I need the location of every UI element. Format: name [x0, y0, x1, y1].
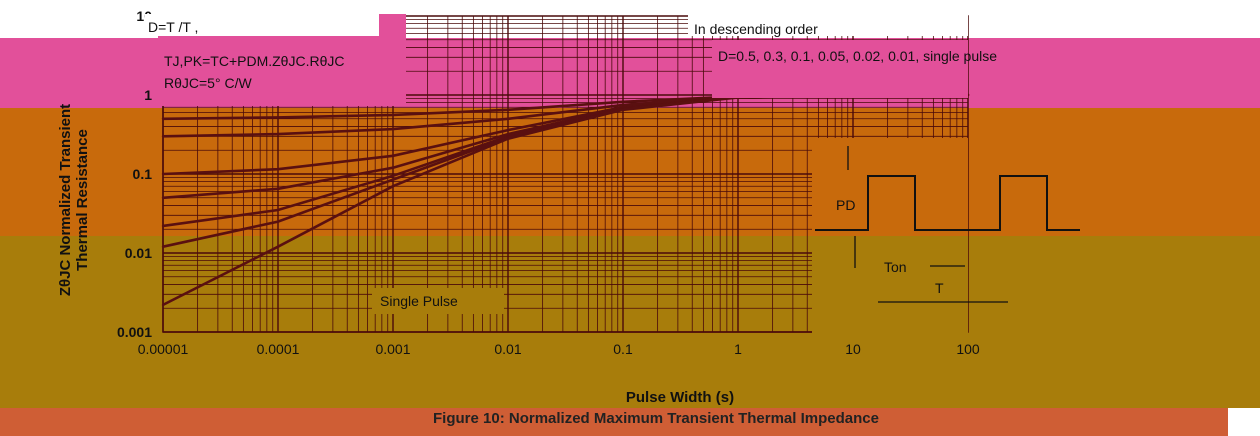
x-tick-label: 100: [956, 341, 980, 357]
y-tick-label: 0.01: [125, 245, 152, 261]
data-point: [621, 103, 625, 107]
data-point: [506, 137, 510, 140]
data-point: [276, 208, 280, 212]
data-point: [391, 174, 395, 177]
data-point: [506, 117, 510, 120]
data-point: [391, 113, 395, 117]
t-label: T: [935, 280, 944, 296]
pd-label: PD: [836, 197, 855, 213]
x-tick-label: 10: [845, 341, 861, 357]
data-point: [161, 135, 165, 138]
x-tick-label: 0.01: [494, 341, 521, 357]
x-tick-label: 1: [734, 341, 742, 357]
data-point: [276, 187, 280, 190]
data-point: [276, 220, 280, 223]
x-tick-label: 0.1: [613, 341, 633, 357]
y-axis-title-line-1: ZθJC Normalized Transient: [57, 104, 74, 296]
data-point: [621, 108, 625, 111]
ton-label: Ton: [884, 259, 907, 275]
data-point: [391, 127, 395, 131]
data-point: [276, 168, 280, 171]
single-pulse-label: Single Pulse: [380, 293, 458, 309]
data-point: [621, 100, 625, 104]
single-pulse-box: [372, 288, 504, 314]
formula-line-1: D=T /T ,: [148, 19, 198, 35]
data-point: [276, 116, 280, 119]
data-point: [161, 245, 165, 248]
pulse-diagram-panel-top: [812, 138, 968, 236]
band-olive: [0, 236, 1260, 408]
order-header-box: [688, 14, 968, 36]
order-line-2: D=0.5, 0.3, 0.1, 0.05, 0.02, 0.01, singl…: [718, 48, 997, 64]
data-point: [391, 154, 395, 157]
data-point: [276, 132, 280, 136]
data-point: [506, 108, 510, 111]
data-point: [391, 166, 395, 169]
x-tick-label: 0.001: [375, 341, 410, 357]
y-tick-label: 0.1: [133, 166, 153, 182]
y-axis-title-line-2: Thermal Resistance: [74, 129, 91, 271]
data-point: [161, 172, 165, 176]
formula-line-3: RθJC=5° C/W: [164, 75, 252, 91]
pulse-waveform: [815, 175, 1080, 231]
pulse-diagram: PD Ton T: [812, 138, 1080, 338]
x-axis-title: Pulse Width (s): [626, 389, 734, 406]
data-point: [161, 117, 165, 120]
y-tick-label: 1: [144, 87, 152, 103]
data-point: [161, 303, 165, 307]
order-box: [712, 40, 968, 98]
formula-line-2: TJ,PK=TC+PDM.ZθJC.RθJC: [164, 53, 344, 69]
band-bottom: [0, 408, 1228, 436]
x-tick-label: 0.00001: [138, 341, 189, 357]
order-line-1: In descending order: [694, 21, 818, 37]
data-point: [506, 132, 510, 136]
x-tick-label: 0.0001: [257, 341, 300, 357]
formula-header-box: [145, 14, 379, 36]
data-point: [391, 178, 395, 181]
data-point: [506, 128, 510, 132]
data-point: [161, 224, 165, 228]
y-tick-label: 0.001: [117, 324, 152, 340]
data-point: [276, 245, 280, 248]
figure-caption: Figure 10: Normalized Maximum Transient …: [433, 410, 879, 427]
data-point: [161, 196, 165, 199]
data-point: [391, 185, 395, 188]
